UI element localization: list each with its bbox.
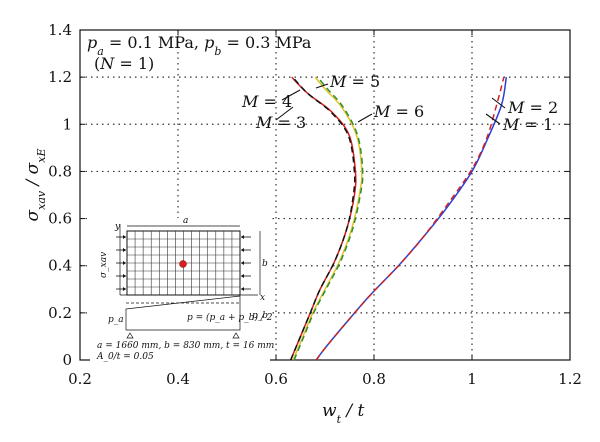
series-label-text: M = 2 xyxy=(507,98,558,117)
series-line-m6 xyxy=(293,76,364,361)
series-line-m2 xyxy=(315,76,505,361)
annotation-arrow xyxy=(491,97,506,109)
series-label-text: M = 4 xyxy=(241,92,292,111)
inset-label-y: y xyxy=(114,222,121,232)
y-tick-label: 0.8 xyxy=(48,162,72,180)
y-tick-label: 0.4 xyxy=(48,257,72,275)
series-label-m4: M = 4 xyxy=(241,89,301,111)
series-label-text: M = 1 xyxy=(502,115,553,134)
annotation-arrow xyxy=(357,113,373,123)
svg-text:(N = 1): (N = 1) xyxy=(94,54,154,73)
arrow-head-icon xyxy=(241,235,244,239)
arrow-head-icon xyxy=(123,261,126,265)
arrow-head-icon xyxy=(123,287,126,291)
arrow-head-icon xyxy=(123,248,126,252)
plot-frame xyxy=(79,29,571,361)
inset-label-pb: p_b xyxy=(252,311,268,321)
annotation-arrow xyxy=(485,113,501,125)
y-tick-label: 1.4 xyxy=(48,21,72,39)
inset-caption-imperfection: A_0/t = 0.05 xyxy=(96,352,154,362)
series-label-m6: M = 6 xyxy=(357,102,424,123)
x-tick-label: 1 xyxy=(467,370,477,388)
series-label-m1: M = 1 xyxy=(485,113,553,134)
series-label-m2: M = 2 xyxy=(491,97,558,117)
series-label-m3: M = 3 xyxy=(255,106,306,132)
inset-caption-dimensions: a = 1660 mm, b = 830 mm, t = 16 mm xyxy=(97,341,274,351)
arrow-head-icon xyxy=(241,248,244,252)
annotation-arrow xyxy=(281,89,301,101)
arrow-head-icon xyxy=(123,274,126,278)
series-label-text: M = 5 xyxy=(329,72,380,91)
grid xyxy=(80,30,570,360)
arrow-head-icon xyxy=(123,235,126,239)
pressure-profile xyxy=(125,295,241,331)
x-tick-label: 0.8 xyxy=(362,370,386,388)
x-tick-label: 0.2 xyxy=(68,370,92,388)
series-label-text: M = 3 xyxy=(255,113,306,132)
annotation-arrow xyxy=(275,106,294,121)
plate-inset: a b x y σ_xav p_a p_bp = (p_a + p_b) / 2 a = 16… xyxy=(90,216,274,366)
center-marker-icon xyxy=(179,260,187,268)
x-tick-label: 0.4 xyxy=(166,370,190,388)
annotation-arrow xyxy=(315,83,329,89)
x-tick-label: 0.6 xyxy=(264,370,288,388)
y-tick-label: 0 xyxy=(62,351,72,369)
arrow-head-icon xyxy=(241,274,244,278)
inset-label-x: x xyxy=(260,293,265,303)
inset-label-b: b xyxy=(262,259,268,269)
series-labels: M = 1M = 2 M = 3 M = 4 M = 5 M = 6 xyxy=(241,72,558,134)
axis-ticks: 0.2 0.4 0.6 0.8 1 1.200.20.40.60.811.21.4 xyxy=(48,21,582,388)
series-group xyxy=(290,76,508,361)
x-tick-label: 1.2 xyxy=(558,370,582,388)
y-tick-label: 1.2 xyxy=(48,68,72,86)
n-annotation: (N = 1) xyxy=(94,54,154,73)
support-icon xyxy=(126,332,240,339)
pressure-formula: p = (p_a + p_b) / 2 xyxy=(187,312,273,323)
inset-label-pa: p_a xyxy=(108,315,124,325)
series-line-m4 xyxy=(290,76,356,361)
arrow-head-icon xyxy=(241,261,244,265)
series-label-text: M = 6 xyxy=(373,102,424,121)
arrow-head-icon xyxy=(241,287,244,291)
y-tick-label: 0.2 xyxy=(48,304,72,322)
inset-label-sigma: σ_xav xyxy=(99,252,109,278)
series-label-m5: M = 5 xyxy=(315,72,380,91)
series-line-m5 xyxy=(292,76,363,361)
y-tick-label: 0.6 xyxy=(48,210,72,228)
inset-label-a: a xyxy=(183,216,188,226)
y-tick-label: 1 xyxy=(62,115,72,133)
